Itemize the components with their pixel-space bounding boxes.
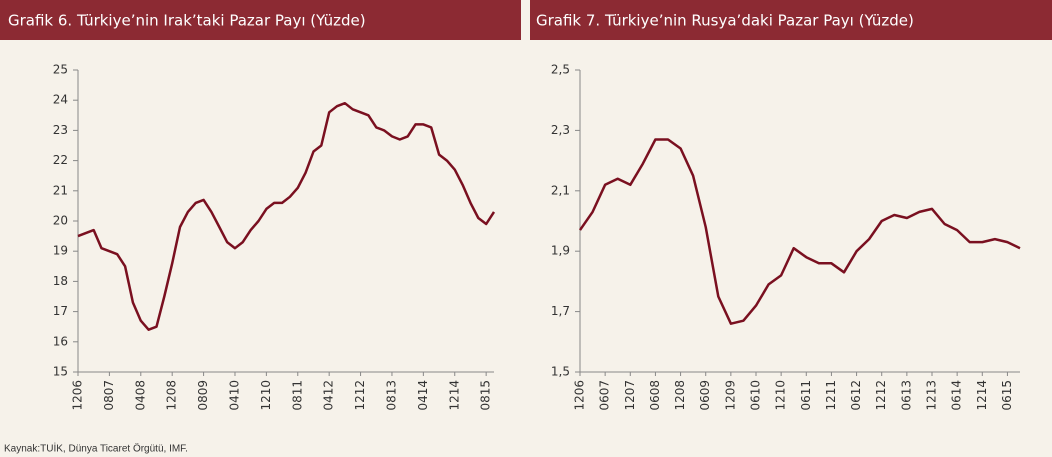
x-tick-label: 1212 [874, 380, 888, 411]
y-tick-label: 1,5 [551, 365, 570, 379]
y-tick-label: 2,5 [551, 63, 570, 77]
x-tick-label: 0614 [950, 380, 964, 411]
y-tick-label: 2,1 [551, 183, 570, 197]
x-tick-label: 0811 [290, 380, 304, 411]
x-tick-label: 1207 [623, 380, 637, 411]
y-tick-label: 22 [53, 153, 68, 167]
x-tick-label: 1206 [71, 380, 85, 411]
source: Kaynak:TUİK, Dünya Ticaret Örgütü, IMF. [4, 442, 188, 455]
line [578, 138, 1021, 325]
header-bar [0, 0, 521, 40]
y-tick-label: 25 [53, 63, 68, 77]
x-tick-label: 1208 [165, 380, 179, 411]
x-tick-label: 1212 [353, 380, 367, 411]
x-tick-label: 0608 [648, 380, 662, 411]
y-tick-label: 15 [53, 365, 68, 379]
x-tick-label: 1213 [925, 380, 939, 411]
y-tick-label: 24 [53, 93, 68, 107]
x-tick-label: 0615 [1000, 380, 1014, 411]
x-tick-label: 1206 [573, 380, 587, 411]
y-tick-label: 20 [53, 214, 68, 228]
x-tick-label: 0815 [479, 380, 493, 411]
y-tick-label: 2,3 [551, 123, 570, 137]
x-tick-label: 0807 [102, 380, 116, 411]
y-tick-label: 17 [53, 304, 68, 318]
x-tick-label: 0412 [322, 380, 336, 411]
y-tick-label: 1,7 [551, 304, 570, 318]
x-tick-label: 0612 [849, 380, 863, 411]
chart-title: Grafik 6. Türkiye’nin Irak’taki Pazar Pa… [8, 12, 366, 30]
x-tick-label: 0408 [133, 380, 147, 411]
x-tick-label: 0414 [416, 380, 430, 411]
x-tick-label: 1214 [447, 380, 461, 411]
line [77, 101, 496, 331]
x-tick-label: 0610 [749, 380, 763, 411]
x-tick-label: 0809 [196, 380, 210, 411]
x-tick-label: 1214 [975, 380, 989, 411]
y-tick-label: 1,9 [551, 244, 570, 258]
x-tick-label: 1208 [673, 380, 687, 411]
x-tick-label: 1210 [774, 380, 788, 411]
y-tick-label: 18 [53, 274, 68, 288]
x-tick-label: 0613 [899, 380, 913, 411]
x-tick-label: 0609 [698, 380, 712, 411]
y-tick-label: 16 [53, 334, 68, 348]
x-tick-label: 0410 [227, 380, 241, 411]
x-tick-label: 0813 [384, 380, 398, 411]
x-tick-label: 1210 [259, 380, 273, 411]
y-tick-label: 19 [53, 244, 68, 258]
x-tick-label: 0607 [598, 380, 612, 411]
y-tick-label: 23 [53, 123, 68, 137]
x-tick-label: 1211 [824, 380, 838, 411]
y-tick-label: 21 [53, 183, 68, 197]
chart-title: Grafik 7. Türkiye’nin Rusya’daki Pazar P… [536, 12, 914, 30]
x-tick-label: 1209 [723, 380, 737, 411]
x-tick-label: 0611 [799, 380, 813, 411]
header-bar [530, 0, 1052, 40]
